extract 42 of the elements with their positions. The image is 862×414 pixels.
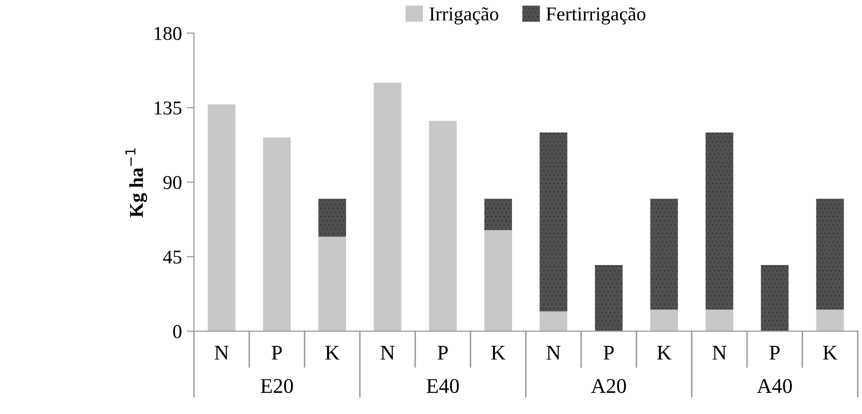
y-axis-title: Kg ha$^{−1}$: [125, 148, 148, 218]
text: E20: [260, 378, 293, 394]
legend-label: Fertirrigação: [546, 7, 646, 25]
bar: [208, 104, 236, 332]
y-tick-label: 90: [163, 176, 182, 190]
x-tick-label: K: [491, 346, 506, 360]
bar: [429, 120, 457, 332]
bar: [816, 310, 844, 332]
text: E40: [426, 378, 459, 394]
x-tick-label: P: [770, 346, 780, 360]
text: A20: [591, 378, 626, 394]
legend-label: Irrigação: [430, 7, 498, 25]
bar: [318, 236, 346, 332]
y-tick-label: 0: [173, 325, 182, 338]
x-tick-label: N: [380, 346, 395, 360]
bar: [374, 82, 402, 332]
x-tick-label: K: [823, 346, 838, 360]
bar: [484, 198, 512, 230]
x-tick-label: P: [272, 346, 282, 360]
y-tick-label: 45: [163, 250, 182, 264]
bar: [650, 310, 678, 332]
y-tick-label: 135: [154, 102, 182, 115]
bar: [760, 264, 789, 332]
bar: [540, 132, 568, 312]
x-tick-label: N: [214, 346, 229, 360]
x-tick-label: K: [657, 346, 672, 360]
bar: [594, 264, 623, 332]
x-tick-label: P: [438, 346, 448, 360]
bar: [816, 198, 844, 310]
bar: [540, 311, 568, 332]
bar: [706, 310, 734, 332]
x-tick-label: K: [325, 346, 340, 360]
bar: [706, 132, 734, 310]
text: A40: [756, 378, 792, 394]
y-tick-label: 180: [154, 26, 182, 40]
x-tick-label: P: [604, 346, 614, 360]
bar: [650, 198, 678, 310]
bar: [484, 230, 512, 332]
bar: [318, 198, 346, 237]
x-tick-label: N: [712, 346, 726, 360]
x-tick-label: N: [546, 346, 561, 360]
bar: [263, 137, 291, 332]
